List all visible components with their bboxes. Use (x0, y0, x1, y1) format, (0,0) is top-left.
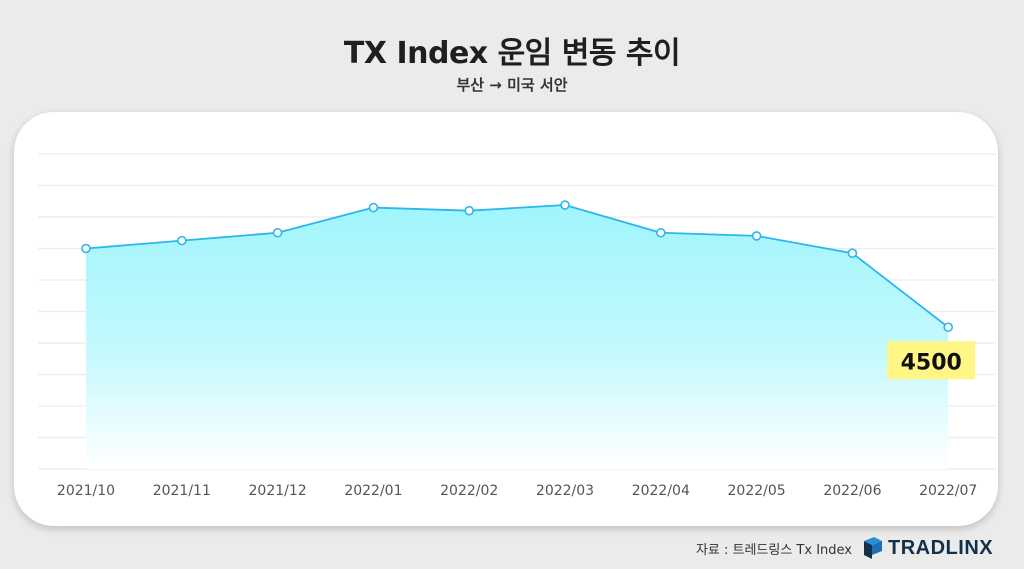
data-point (751, 231, 762, 241)
data-point (847, 248, 858, 259)
x-tick-label: 2021/12 (249, 483, 307, 499)
x-tick-label: 2022/07 (919, 483, 977, 499)
data-point (464, 205, 475, 216)
logo-text: TRADLINX (888, 536, 994, 559)
x-tick-label: 2022/01 (344, 483, 402, 499)
x-tick-label: 2022/06 (823, 483, 881, 499)
value-callout-box (887, 341, 976, 380)
x-tick-label: 2021/10 (57, 483, 115, 499)
tradlinx-logo-icon (864, 537, 882, 559)
chart-title: TX Index 운임 변동 추이 (343, 36, 681, 71)
chart-subtitle: 부산 → 미국 서안 (456, 76, 568, 94)
data-point (272, 227, 283, 238)
data-point (368, 202, 379, 213)
x-tick-label: 2022/03 (536, 483, 594, 499)
x-tick-label: 2022/04 (632, 483, 690, 499)
data-point (81, 243, 91, 254)
value-callout-label: 4500 (901, 350, 962, 375)
data-point (655, 227, 666, 238)
area-fill (86, 205, 949, 469)
series-line (85, 204, 949, 328)
data-point (177, 235, 187, 246)
data-point (560, 200, 570, 210)
data-point (943, 322, 954, 333)
x-tick-label: 2022/05 (728, 483, 786, 499)
source-note: 자료 : 트레드링스 Tx Index (695, 543, 852, 558)
x-tick-label: 2021/11 (153, 483, 211, 499)
tradlinx-logo: TRADLINX (862, 536, 993, 560)
x-tick-label: 2022/02 (440, 483, 498, 499)
